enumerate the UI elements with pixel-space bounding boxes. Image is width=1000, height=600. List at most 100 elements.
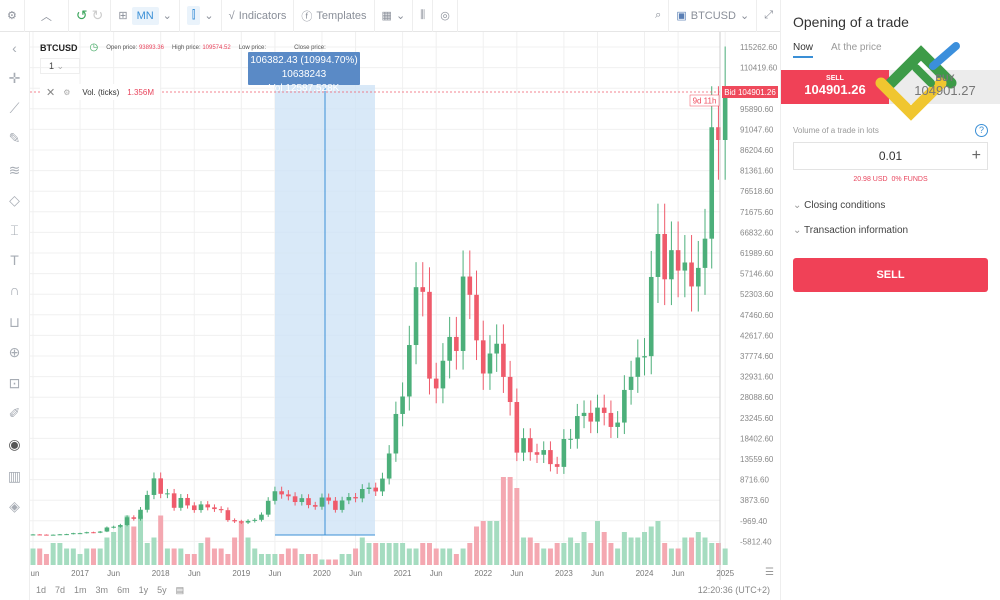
volume-bar	[77, 554, 83, 565]
help-icon[interactable]: ?	[975, 124, 988, 137]
indicators-button[interactable]: √ Indicators	[222, 0, 295, 32]
edit-lock-icon[interactable]: ✐	[8, 405, 21, 421]
candle	[104, 527, 110, 532]
undo-icon[interactable]: ↺	[75, 7, 88, 23]
volume-bar	[635, 537, 641, 565]
templates-button[interactable]: ⓕ Templates	[294, 0, 375, 32]
panel-title: Opening of a trade	[793, 14, 909, 30]
period-1m[interactable]: 1m	[74, 585, 87, 595]
fullscreen-icon: ⤢	[764, 9, 773, 21]
period-3m[interactable]: 3m	[95, 585, 109, 595]
period-6m[interactable]: 6m	[117, 585, 130, 595]
symbol-name: BTCUSD	[40, 42, 78, 53]
calendar-icon[interactable]: ▤	[175, 584, 185, 595]
candle	[642, 356, 647, 358]
volume-bar	[574, 543, 580, 565]
text-icon[interactable]: T	[10, 252, 19, 268]
candle	[427, 291, 432, 379]
timeframe-button[interactable]: MN	[131, 6, 159, 25]
candle	[232, 520, 237, 522]
sell-quote[interactable]: SELL 104901.26	[781, 70, 889, 104]
trash-icon[interactable]: ▥	[7, 468, 22, 484]
candle	[50, 534, 56, 536]
shape-icon[interactable]: ◇	[9, 192, 20, 208]
closing-conditions-toggle[interactable]: ⌄ Closing conditions	[793, 200, 886, 211]
redo-icon[interactable]: ↻	[91, 7, 104, 23]
candle	[84, 532, 90, 534]
axis-settings-icon[interactable]: ☰	[765, 567, 774, 578]
trend-line-icon[interactable]: ⟋	[9, 100, 20, 116]
time-tick: Jun	[268, 569, 281, 578]
volume-bar	[218, 548, 224, 565]
chevron-down-icon[interactable]: ⌄	[162, 10, 172, 22]
candle	[111, 526, 116, 528]
channel-icon[interactable]: ≋	[8, 162, 21, 178]
search-button[interactable]: ⌕	[648, 0, 668, 32]
candle	[353, 497, 358, 499]
candle	[225, 510, 231, 521]
close-icon[interactable]: ✕	[46, 86, 56, 99]
plus-icon[interactable]: +	[971, 147, 981, 164]
tab-now[interactable]: Now	[793, 42, 814, 58]
period-1d[interactable]: 1d	[36, 585, 47, 595]
time-tick: 2018	[152, 569, 170, 578]
add-icon[interactable]: ⊞	[118, 10, 128, 22]
multiplier-select[interactable]: 1 ⌄	[40, 58, 80, 74]
tooltip-price-change: 106382.43 (10994.70%) 10638243	[250, 55, 358, 80]
volume-bar	[285, 548, 291, 565]
layout-button[interactable]: ▦ ⌄	[375, 0, 414, 32]
candles-icon[interactable]: ⫿	[186, 6, 201, 25]
measure-icon[interactable]: ⌶	[10, 222, 19, 238]
crosshair-icon[interactable]: ✛	[8, 70, 21, 86]
price-tick: -5812.40	[740, 537, 772, 546]
volume-bar	[245, 537, 251, 565]
price-chart[interactable]: 115262.60 110419.60 95890.60 91047.60 86204.…	[30, 32, 780, 580]
volume-bar	[487, 521, 493, 565]
eye-icon[interactable]: ◉	[8, 436, 21, 452]
sell-button[interactable]: SELL	[793, 258, 988, 292]
buy-quote-text[interactable]: BUY 104901.27	[889, 70, 1000, 104]
volume-bar	[104, 537, 110, 565]
period-7d[interactable]: 7d	[55, 585, 66, 595]
volume-bar	[682, 537, 688, 565]
zoom-icon[interactable]: ⊕	[8, 344, 21, 360]
period-5y[interactable]: 5y	[157, 585, 167, 595]
volume-bar	[393, 543, 399, 565]
settings-button[interactable]: ⚙	[0, 0, 25, 32]
candle	[655, 233, 661, 277]
volume-bar	[279, 554, 285, 565]
transaction-info-toggle[interactable]: ⌄ Transaction information	[793, 225, 909, 236]
volume-bar	[346, 554, 352, 565]
volume-bar	[211, 548, 217, 565]
volume-bar	[319, 559, 325, 565]
candle	[400, 396, 405, 414]
lots-input[interactable]: 0.01 +	[793, 142, 988, 170]
candle	[30, 534, 36, 536]
ruler-icon[interactable]: ⊔	[9, 314, 20, 330]
time-tick: 2021	[394, 569, 412, 578]
magnet-icon[interactable]: ∩	[9, 282, 20, 298]
period-1y[interactable]: 1y	[138, 585, 149, 595]
lock-icon[interactable]: ⊡	[8, 375, 21, 391]
gear-icon[interactable]: ⚙	[63, 87, 71, 97]
compare-button[interactable]: ⫼	[413, 0, 434, 32]
collapse-icon[interactable]: ‹	[12, 40, 17, 56]
undo-redo: ↺ ↻	[69, 0, 112, 32]
screenshot-button[interactable]: ◎	[433, 0, 458, 32]
volume-bar	[272, 554, 278, 565]
brush-icon[interactable]: ✎	[8, 130, 21, 146]
tab-at-the-price[interactable]: At the price	[831, 42, 882, 53]
close-price: Close price:	[294, 44, 326, 51]
bid-label: Bid 104901.26	[724, 88, 776, 97]
chevron-down-icon[interactable]: ⌄	[204, 10, 214, 22]
collapse-button[interactable]: ︿	[25, 0, 69, 32]
candle	[306, 498, 311, 506]
save-symbol-button[interactable]: ▣ BTCUSD ⌄	[668, 0, 758, 32]
fullscreen-button[interactable]: ⤢	[757, 0, 780, 32]
clock-icon: ◷	[89, 42, 99, 53]
timeframe-group: ⊞ MN ⌄	[111, 0, 180, 32]
volume-bar	[238, 521, 244, 565]
layers-icon[interactable]: ◈	[9, 498, 20, 514]
candle	[393, 413, 399, 454]
volume-bar	[709, 543, 715, 565]
